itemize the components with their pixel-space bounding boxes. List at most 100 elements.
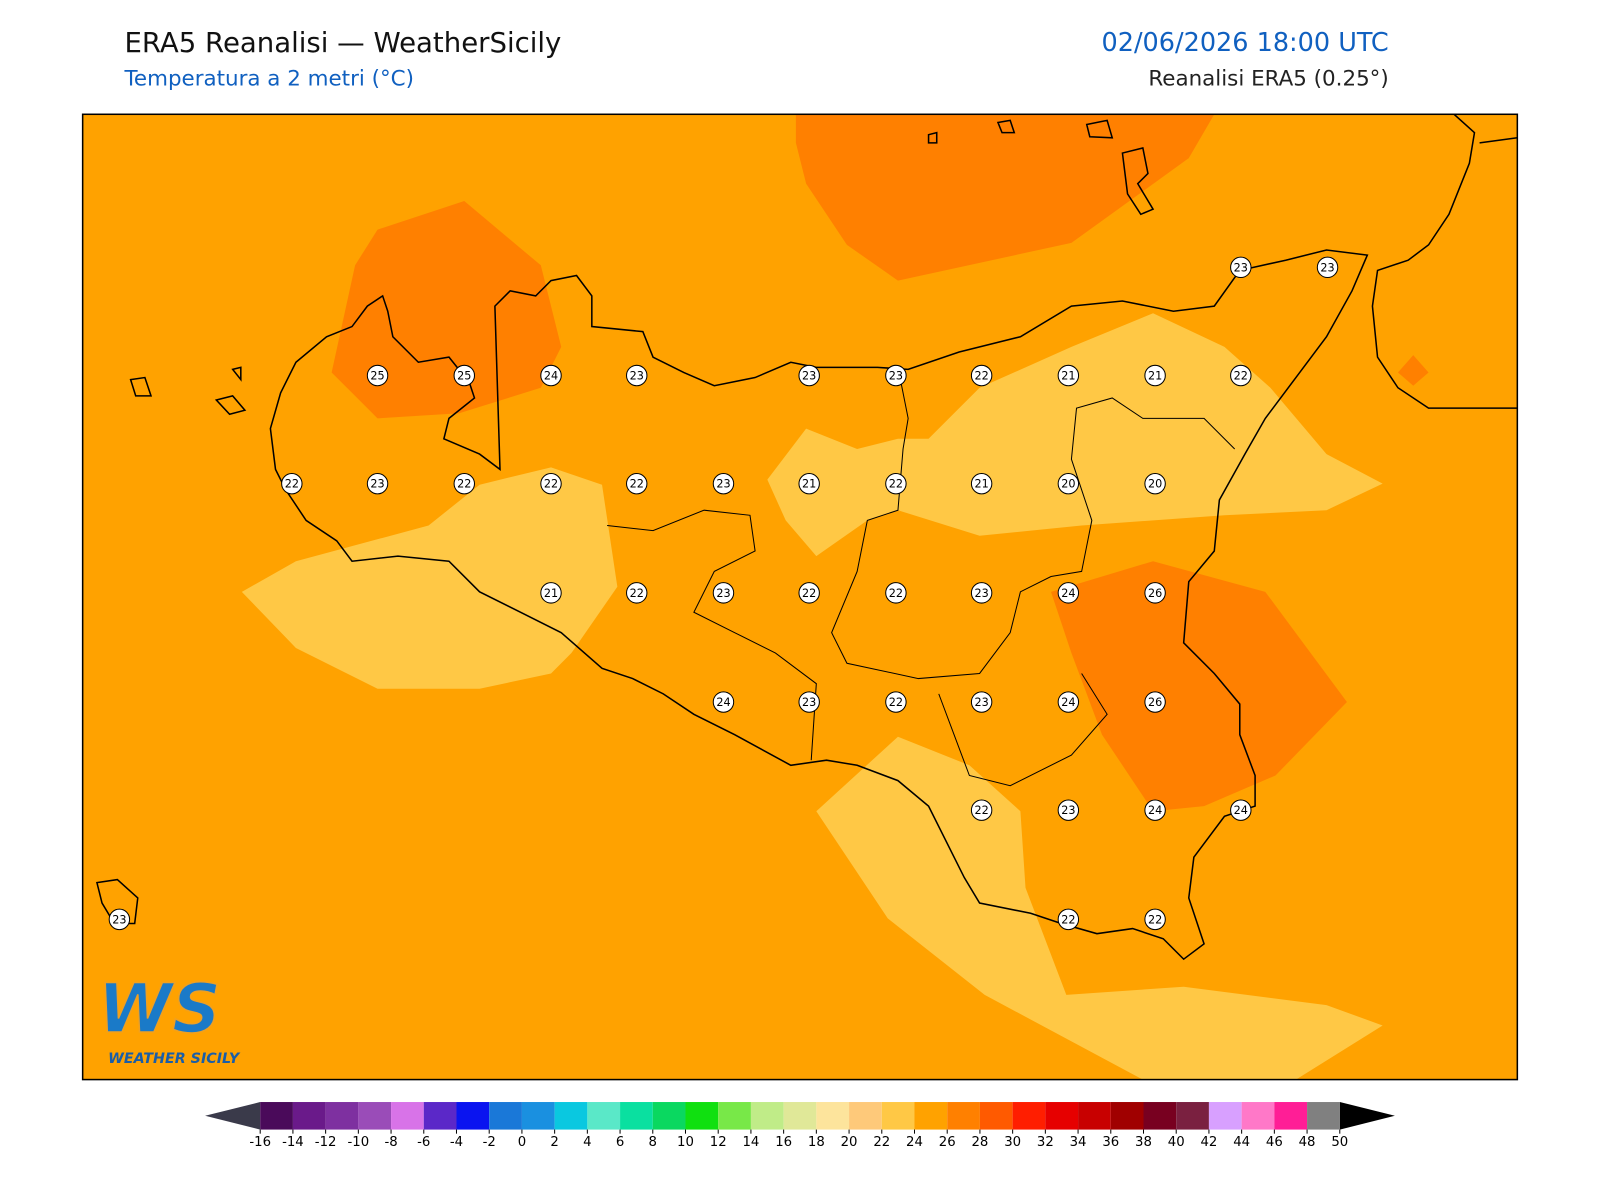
station-value: 21	[1061, 370, 1075, 383]
colorbar-bin	[816, 1102, 850, 1130]
colorbar-tick-label: -16	[249, 1135, 271, 1150]
colorbar-bin	[979, 1102, 1013, 1130]
station-value: 22	[1061, 913, 1075, 926]
station-value: 24	[716, 696, 730, 709]
contours	[241, 114, 1429, 1080]
colorbar-bin	[521, 1102, 555, 1130]
colorbar-tick-label: 20	[841, 1135, 858, 1150]
station-marker	[1144, 582, 1166, 604]
colorbar-tick-label: 40	[1168, 1135, 1185, 1150]
station-marker	[885, 472, 907, 495]
station-value: 22	[544, 478, 558, 491]
contour	[795, 114, 1215, 281]
colorbar-bin	[554, 1102, 588, 1130]
subtitle: Temperatura a 2 metri (°C)	[123, 67, 413, 92]
station-marker	[626, 472, 648, 495]
station-value: 22	[802, 587, 816, 600]
station-marker	[453, 472, 475, 495]
station-marker	[1230, 364, 1252, 387]
station-value: 22	[974, 804, 988, 817]
station-marker	[626, 364, 648, 387]
contour	[816, 736, 1383, 1080]
station-marker	[885, 582, 907, 604]
colorbar-bin	[947, 1102, 980, 1130]
station-value: 22	[1234, 370, 1248, 383]
station-marker	[366, 472, 389, 495]
colorbar-tick-label: 30	[1004, 1135, 1021, 1150]
station-value: 21	[544, 587, 558, 600]
station-value: 26	[1148, 696, 1162, 709]
station-marker	[1144, 472, 1166, 495]
colorbar-bin	[620, 1102, 653, 1130]
station-marker	[1057, 691, 1080, 713]
station-value: 23	[1061, 804, 1075, 817]
colorbar-bin	[1208, 1102, 1242, 1130]
station-marker	[970, 691, 993, 713]
colorbar-tick-label: -6	[417, 1135, 430, 1150]
station-value: 23	[1234, 261, 1248, 274]
colorbar-bin	[914, 1102, 948, 1130]
contour	[767, 313, 1383, 557]
station-marker	[1057, 799, 1080, 821]
canvas: ERA5 Reanalisi — WeatherSicily Temperatu…	[81, 27, 1519, 1150]
station-marker	[970, 799, 993, 821]
station-value: 23	[974, 587, 988, 600]
colorbar-tick-label: 2	[550, 1135, 558, 1150]
colorbar: -16 -14 -12 -10 -8 -6 -4 -2 0 2 4 6 8 10 12 14 16 18 20 22 2…	[205, 1102, 1395, 1150]
logo-text: WEATHER SICILY	[108, 1051, 241, 1067]
station-value: 25	[457, 370, 471, 383]
calabria-coast	[1479, 136, 1518, 144]
colorbar-bin	[1176, 1102, 1209, 1130]
station-value: 23	[974, 696, 988, 709]
station-value: 23	[802, 370, 816, 383]
colorbar-tick-label: 10	[677, 1135, 694, 1150]
colorbar-bin	[750, 1102, 784, 1130]
datetime: 02/06/2026 18:00 UTC	[1102, 28, 1389, 58]
colorbar-under	[205, 1102, 261, 1130]
contour	[1051, 561, 1347, 812]
colorbar-tick-label: 38	[1135, 1135, 1152, 1150]
colorbar-tick-label: 0	[518, 1135, 526, 1150]
station-value: 20	[1148, 478, 1162, 491]
station-value: 23	[716, 478, 730, 491]
province-boundary	[831, 367, 1236, 680]
colorbar-tick-label: 6	[616, 1135, 624, 1150]
station-value: 24	[544, 370, 558, 383]
station-marker	[1057, 908, 1080, 931]
contour	[331, 201, 562, 419]
station-marker	[1316, 256, 1339, 279]
station-marker	[885, 364, 907, 387]
colorbar-tick-label: 4	[583, 1135, 591, 1150]
colorbar-bin	[358, 1102, 392, 1130]
station-marker	[970, 472, 993, 495]
colorbar-bin	[1110, 1102, 1144, 1130]
station-value: 22	[630, 587, 644, 600]
colorbar-tick-label: 46	[1266, 1135, 1283, 1150]
station-marker	[798, 364, 820, 387]
colorbar-tick-label: -4	[450, 1135, 463, 1150]
province-boundary	[938, 673, 1108, 787]
station-marker	[281, 472, 303, 495]
colorbar-tick-label: -8	[384, 1135, 397, 1150]
station-value: 24	[1148, 804, 1162, 817]
colorbar-bin	[260, 1102, 293, 1130]
sicily-coast	[269, 249, 1369, 961]
colorbar-bin	[1078, 1102, 1111, 1130]
colorbar-tick-label: 32	[1037, 1135, 1054, 1150]
station-marker	[970, 364, 993, 387]
station-marker	[1230, 799, 1252, 821]
contour	[241, 467, 618, 689]
colorbar-tick-label: 16	[775, 1135, 792, 1150]
colorbar-bin	[685, 1102, 719, 1130]
colorbar-bin	[489, 1102, 522, 1130]
station-value: 22	[457, 478, 471, 491]
station-marker	[798, 472, 820, 495]
colorbar-tick-label: 24	[906, 1135, 923, 1150]
station-value: 22	[889, 587, 903, 600]
station-marker	[798, 691, 820, 713]
colorbar-bin	[292, 1102, 326, 1130]
colorbar-bin	[652, 1102, 686, 1130]
colorbar-tick-label: 50	[1331, 1135, 1348, 1150]
colorbar-tick-label: -12	[315, 1135, 337, 1150]
